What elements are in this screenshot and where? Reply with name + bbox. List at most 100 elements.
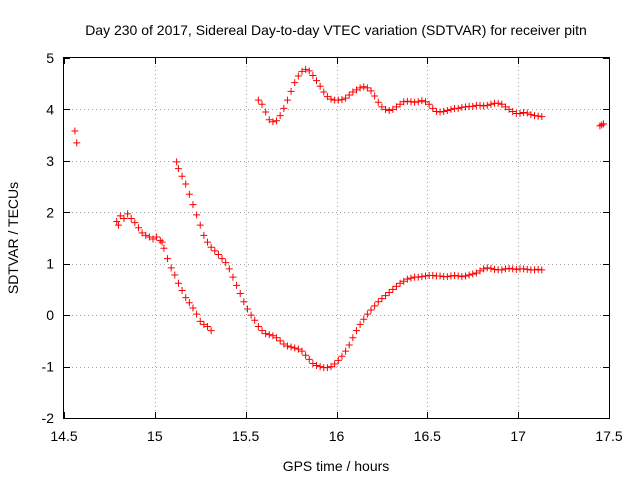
plus-marker bbox=[273, 334, 281, 342]
plus-marker bbox=[262, 108, 270, 116]
plus-marker bbox=[196, 221, 204, 229]
plus-marker bbox=[494, 99, 502, 107]
plus-marker bbox=[200, 320, 208, 328]
plus-marker bbox=[243, 305, 251, 313]
plus-marker bbox=[323, 93, 331, 101]
y-axis-label: SDTVAR / TECUs bbox=[5, 182, 21, 294]
plus-marker bbox=[349, 334, 357, 342]
y-tick-label: 2 bbox=[46, 204, 54, 220]
plus-marker bbox=[164, 255, 172, 263]
plus-marker bbox=[265, 331, 273, 339]
plus-marker bbox=[538, 113, 546, 121]
plus-marker bbox=[360, 83, 368, 91]
plus-marker bbox=[185, 190, 193, 198]
data-points bbox=[71, 65, 608, 372]
plus-marker bbox=[505, 105, 513, 113]
plus-marker bbox=[113, 218, 121, 226]
plus-marker bbox=[472, 269, 480, 277]
plus-marker bbox=[207, 243, 215, 251]
plus-marker bbox=[461, 103, 469, 111]
plus-marker bbox=[476, 267, 484, 275]
plus-marker bbox=[305, 67, 313, 75]
plus-marker bbox=[480, 265, 488, 273]
plus-marker bbox=[422, 272, 430, 280]
plus-marker bbox=[389, 285, 397, 293]
plus-marker bbox=[403, 97, 411, 105]
plus-marker bbox=[520, 109, 528, 117]
plus-marker bbox=[182, 294, 190, 302]
plus-marker bbox=[447, 272, 455, 280]
plus-marker bbox=[443, 273, 451, 281]
plus-marker bbox=[338, 352, 346, 360]
plus-marker bbox=[273, 117, 281, 125]
plus-marker bbox=[269, 332, 277, 340]
plus-marker bbox=[276, 337, 284, 345]
plus-marker bbox=[229, 273, 237, 281]
plus-marker bbox=[320, 88, 328, 96]
x-tick-label: 14.5 bbox=[50, 428, 77, 444]
plus-marker bbox=[414, 273, 422, 281]
plus-marker bbox=[349, 88, 357, 96]
plus-marker bbox=[382, 105, 390, 113]
plus-marker bbox=[512, 265, 520, 273]
plus-marker bbox=[294, 72, 302, 80]
plus-marker bbox=[236, 290, 244, 298]
plus-marker bbox=[207, 327, 215, 335]
plus-marker bbox=[523, 109, 531, 117]
plus-marker bbox=[153, 233, 161, 241]
x-tick-labels: 14.5 15 15.5 16 16.5 17 17.5 bbox=[50, 428, 622, 444]
plus-marker bbox=[345, 341, 353, 349]
plus-marker bbox=[356, 320, 364, 328]
plus-marker bbox=[538, 266, 546, 274]
plus-marker bbox=[418, 273, 426, 281]
series-segment-d bbox=[254, 65, 546, 126]
plus-marker bbox=[451, 272, 459, 280]
plus-marker bbox=[280, 340, 288, 348]
plus-marker bbox=[414, 98, 422, 106]
plus-marker bbox=[265, 116, 273, 124]
y-tick-label: 5 bbox=[46, 50, 54, 66]
x-axis-label: GPS time / hours bbox=[283, 458, 390, 474]
plus-marker bbox=[483, 264, 491, 272]
plus-marker bbox=[334, 356, 342, 364]
x-tick-label: 17 bbox=[510, 428, 526, 444]
plus-marker bbox=[491, 265, 499, 273]
plus-marker bbox=[443, 106, 451, 114]
plus-marker bbox=[185, 299, 193, 307]
plus-marker bbox=[356, 84, 364, 92]
plus-marker bbox=[352, 86, 360, 94]
plus-marker bbox=[174, 279, 182, 287]
plus-marker bbox=[378, 103, 386, 111]
y-tick-label: 4 bbox=[46, 101, 54, 117]
plus-marker bbox=[374, 298, 382, 306]
plus-marker bbox=[342, 94, 350, 102]
plus-marker bbox=[454, 272, 462, 280]
plus-marker bbox=[392, 103, 400, 111]
plus-marker bbox=[334, 96, 342, 104]
plus-marker bbox=[254, 96, 262, 104]
y-tick-label: -1 bbox=[42, 359, 55, 375]
plus-marker bbox=[298, 347, 306, 355]
plus-marker bbox=[291, 79, 299, 87]
plus-marker bbox=[204, 238, 212, 246]
plus-marker bbox=[407, 274, 415, 282]
plus-marker bbox=[214, 250, 222, 258]
plus-marker bbox=[527, 111, 535, 119]
x-tick-label: 15.5 bbox=[232, 428, 259, 444]
plus-marker bbox=[465, 271, 473, 279]
plus-marker bbox=[124, 210, 132, 218]
plus-marker bbox=[374, 98, 382, 106]
plus-marker bbox=[520, 265, 528, 273]
plus-marker bbox=[316, 82, 324, 90]
plus-marker bbox=[327, 363, 335, 371]
plus-marker bbox=[436, 272, 444, 280]
y-tick-labels: -2 -1 0 1 2 3 4 5 bbox=[42, 50, 55, 426]
plus-marker bbox=[596, 122, 604, 130]
plus-marker bbox=[331, 360, 339, 368]
plus-marker bbox=[352, 327, 360, 335]
plus-marker bbox=[247, 311, 255, 319]
y-tick-label: 0 bbox=[46, 307, 54, 323]
plus-marker bbox=[440, 107, 448, 115]
plus-marker bbox=[509, 265, 517, 273]
